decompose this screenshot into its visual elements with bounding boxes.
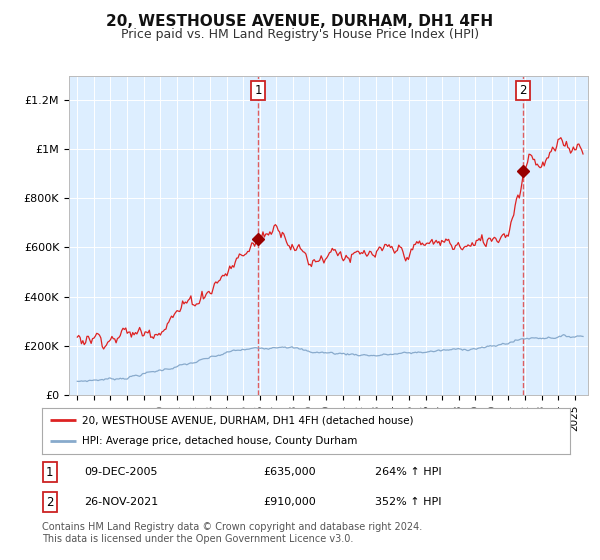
Text: Contains HM Land Registry data © Crown copyright and database right 2024.
This d: Contains HM Land Registry data © Crown c… [42, 522, 422, 544]
Text: Price paid vs. HM Land Registry's House Price Index (HPI): Price paid vs. HM Land Registry's House … [121, 28, 479, 41]
Text: 09-DEC-2005: 09-DEC-2005 [84, 467, 158, 477]
Text: 20, WESTHOUSE AVENUE, DURHAM, DH1 4FH (detached house): 20, WESTHOUSE AVENUE, DURHAM, DH1 4FH (d… [82, 415, 413, 425]
Text: 20, WESTHOUSE AVENUE, DURHAM, DH1 4FH: 20, WESTHOUSE AVENUE, DURHAM, DH1 4FH [106, 14, 494, 29]
Text: 264% ↑ HPI: 264% ↑ HPI [374, 467, 441, 477]
Text: 2: 2 [46, 496, 53, 509]
Text: 1: 1 [46, 465, 53, 479]
Text: 26-NOV-2021: 26-NOV-2021 [84, 497, 158, 507]
Text: 352% ↑ HPI: 352% ↑ HPI [374, 497, 441, 507]
Text: HPI: Average price, detached house, County Durham: HPI: Average price, detached house, Coun… [82, 436, 357, 446]
Text: 2: 2 [520, 84, 527, 97]
Text: £910,000: £910,000 [264, 497, 317, 507]
Text: £635,000: £635,000 [264, 467, 316, 477]
Text: 1: 1 [254, 84, 262, 97]
